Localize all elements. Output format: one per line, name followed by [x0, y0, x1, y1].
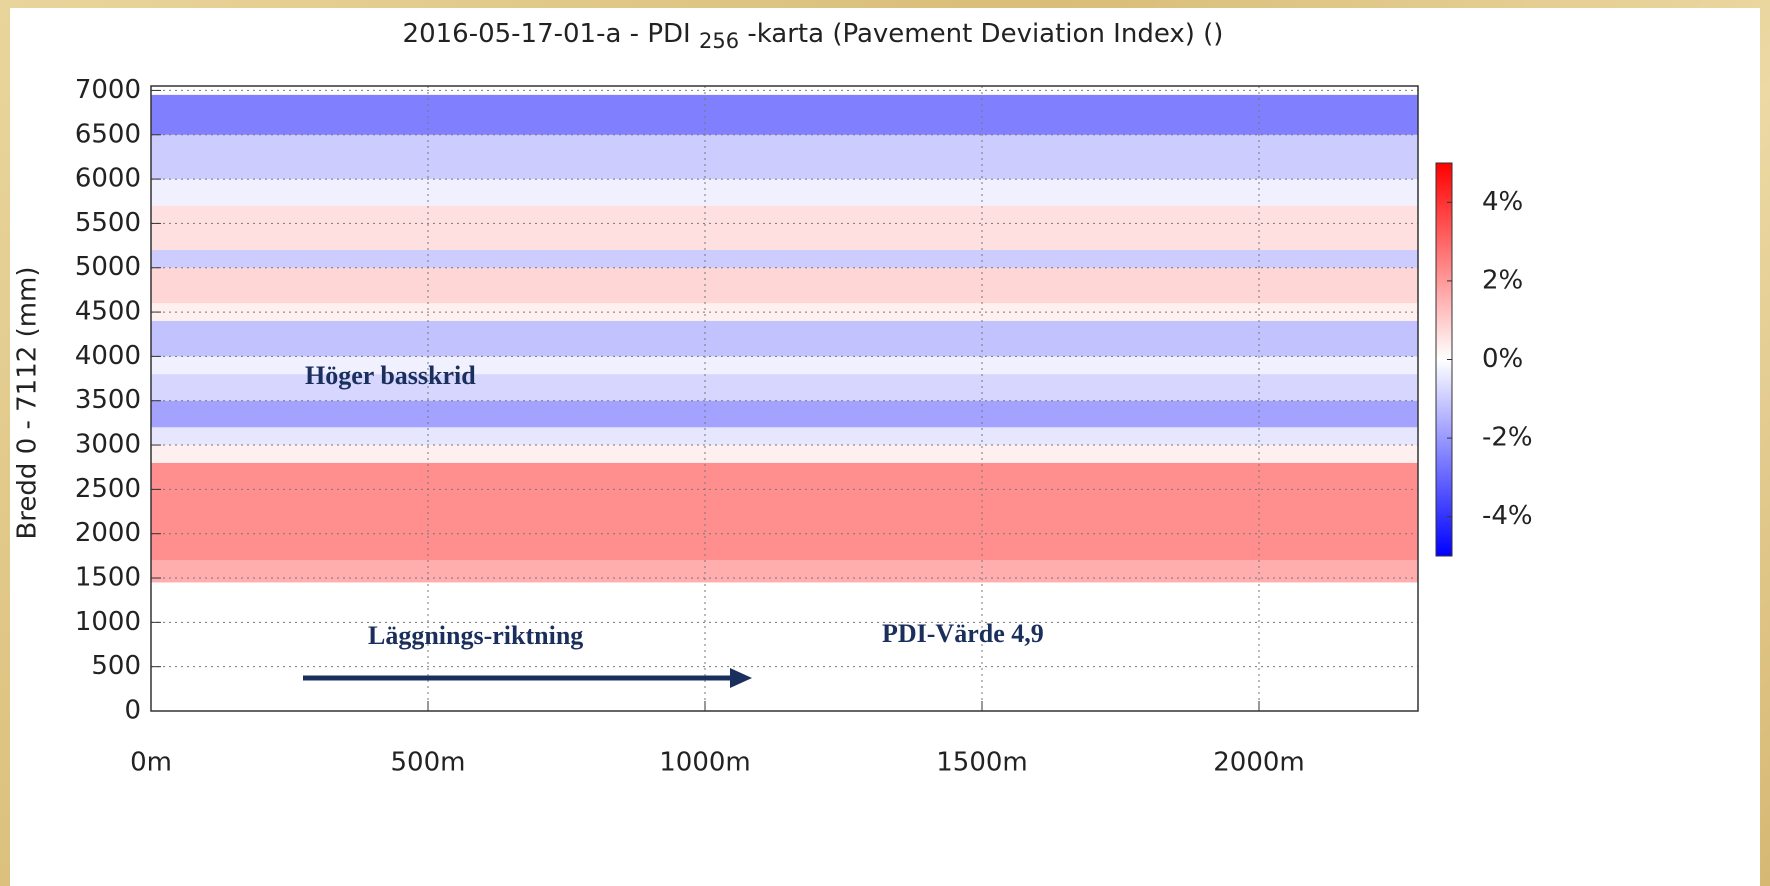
colorbar-tick-label: -2% [1482, 423, 1533, 453]
chart-title: 2016-05-17-01-a - PDI 256 -karta (Paveme… [403, 19, 1224, 57]
arrow-head [730, 668, 752, 688]
y-tick-label: 1500 [75, 563, 141, 593]
y-tick-label: 0 [124, 696, 141, 726]
heat-cell [151, 303, 1418, 321]
heat-cell [151, 250, 1418, 268]
y-tick-label: 5000 [75, 252, 141, 282]
colorbar-tick-label: 2% [1482, 265, 1523, 295]
y-tick-label: 6500 [75, 119, 141, 149]
heat-cell [151, 179, 1418, 206]
annotation: Läggnings-riktning [368, 621, 583, 650]
x-tick-label: 1000m [659, 748, 751, 778]
heat-cell [151, 267, 1418, 304]
colorbar-tick-label: 4% [1482, 187, 1523, 217]
x-tick-label: 500m [391, 748, 466, 778]
x-tick-label: 1500m [936, 748, 1028, 778]
y-tick-label: 1000 [75, 607, 141, 637]
heat-cell [151, 427, 1418, 446]
y-tick-label: 5500 [75, 208, 141, 238]
y-axis-label: Bredd 0 - 7112 (mm) [13, 266, 43, 539]
heat-cell [151, 560, 1418, 583]
heat-cell [151, 205, 1418, 251]
y-tick-label: 4500 [75, 297, 141, 327]
heat-cell [151, 374, 1418, 401]
annotation: PDI-Värde 4,9 [882, 619, 1044, 648]
y-tick-label: 3500 [75, 385, 141, 415]
plot-frame [150, 85, 1419, 712]
heat-cell [151, 400, 1418, 428]
heat-cell [151, 134, 1418, 180]
y-tick-label: 500 [91, 651, 141, 681]
heatmap [151, 94, 1418, 583]
heat-cell [151, 320, 1418, 357]
y-tick-label: 3000 [75, 430, 141, 460]
heat-cell [151, 94, 1418, 135]
colorbar-tick-label: -4% [1482, 501, 1533, 531]
annotation: Höger basskrid [305, 361, 476, 390]
colorbar-tick-label: 0% [1482, 344, 1523, 374]
y-tick-label: 2000 [75, 518, 141, 548]
heat-cell [151, 356, 1418, 375]
heat-cell [151, 462, 1418, 561]
y-tick-label: 6000 [75, 164, 141, 194]
x-tick-label: 2000m [1213, 748, 1305, 778]
y-tick-label: 7000 [75, 75, 141, 105]
y-tick-label: 4000 [75, 341, 141, 371]
heat-cell [151, 445, 1418, 463]
x-tick-label: 0m [130, 748, 172, 778]
y-tick-label: 2500 [75, 474, 141, 504]
axes [150, 85, 1419, 712]
